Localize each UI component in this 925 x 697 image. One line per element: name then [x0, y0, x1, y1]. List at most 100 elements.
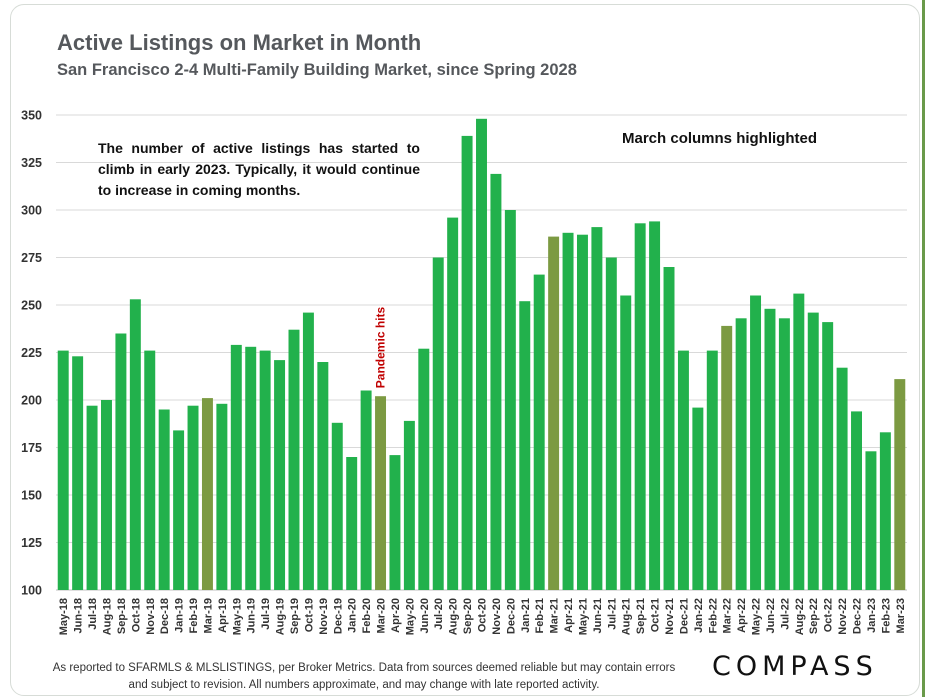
bar	[432, 257, 444, 590]
x-tick-label: Apr-20	[390, 598, 402, 633]
x-tick-label: Oct-22	[823, 598, 835, 632]
x-tick-label: Apr-22	[736, 598, 748, 633]
x-tick-label: Feb-22	[707, 598, 719, 633]
bar	[144, 350, 156, 590]
bar-highlighted	[894, 379, 906, 590]
bar	[649, 221, 661, 590]
x-tick-label: Oct-19	[303, 598, 315, 632]
annotations: Pandemic hits	[374, 307, 388, 389]
x-tick-label: Mar-19	[202, 598, 214, 633]
bar	[836, 367, 848, 590]
y-tick-label: 225	[21, 346, 42, 360]
bar	[634, 223, 646, 591]
bars	[57, 118, 906, 591]
x-tick-label: Aug-22	[794, 598, 806, 635]
x-tick-label: May-22	[751, 598, 763, 635]
x-tick-label: Jun-20	[419, 598, 431, 633]
bar	[620, 295, 632, 590]
pandemic-annotation: Pandemic hits	[374, 307, 388, 389]
x-tick-label: Sep-22	[808, 598, 820, 634]
x-tick-label: Jan-23	[866, 598, 878, 633]
x-tick-label: Jul-20	[433, 598, 445, 630]
x-tick-label: May-19	[231, 598, 243, 635]
x-tick-label: Sep-18	[116, 598, 128, 634]
x-tick-label: May-18	[58, 598, 70, 635]
bar	[778, 318, 790, 590]
bar	[389, 455, 401, 590]
bar	[86, 405, 98, 590]
bar	[216, 403, 228, 590]
bar	[245, 346, 257, 590]
x-tick-label: Mar-23	[895, 598, 907, 633]
x-tick-label: Feb-23	[880, 598, 892, 633]
bar	[461, 135, 473, 590]
x-tick-label: Feb-20	[361, 598, 373, 633]
bar	[807, 312, 819, 590]
x-tick-label: Nov-20	[491, 598, 503, 635]
x-tick-label: Nov-18	[145, 598, 157, 635]
bar	[158, 409, 170, 590]
x-tick-label: Dec-21	[678, 598, 690, 634]
edge-bar	[922, 0, 925, 697]
bar-highlighted	[375, 396, 387, 590]
y-tick-label: 150	[21, 489, 42, 503]
y-tick-label: 100	[21, 584, 42, 598]
y-tick-label: 325	[21, 156, 42, 170]
x-tick-label: Sep-19	[289, 598, 301, 634]
bar	[288, 329, 300, 590]
x-tick-label: Apr-21	[563, 598, 575, 633]
x-axis-ticks: May-18 Jun-18 Jul-18 Aug-18 Sep-18 Oct-18 Nov-…	[58, 598, 907, 635]
x-tick-label: Aug-18	[101, 598, 113, 635]
bar	[692, 407, 704, 590]
bar	[879, 432, 891, 590]
brand-logo: COMPASS	[712, 651, 878, 682]
y-tick-label: 275	[21, 251, 42, 265]
bar	[476, 118, 487, 591]
bar	[490, 173, 502, 590]
x-tick-label: Nov-22	[837, 598, 849, 635]
bar	[403, 420, 415, 590]
bar-highlighted	[201, 398, 213, 590]
x-tick-label: Sep-21	[635, 598, 647, 634]
x-tick-label: Jun-19	[246, 598, 258, 633]
bar	[591, 227, 603, 590]
x-tick-label: Mar-22	[722, 598, 734, 633]
x-tick-label: Nov-21	[664, 598, 676, 635]
bar	[173, 430, 185, 590]
source-footnote: As reported to SFARMLS & MLSLISTINGS, pe…	[52, 662, 676, 691]
bar	[346, 457, 358, 590]
x-tick-label: Jan-19	[174, 598, 186, 633]
bar-highlighted	[721, 325, 733, 590]
x-tick-label: Dec-20	[505, 598, 517, 634]
legend-note: March columns highlighted	[622, 130, 818, 147]
x-tick-label: Jun-18	[73, 598, 85, 633]
x-tick-label: Jul-22	[779, 598, 791, 630]
x-tick-label: Dec-18	[159, 598, 171, 634]
x-tick-label: Oct-21	[650, 598, 662, 632]
bar	[706, 350, 718, 590]
bar	[331, 422, 343, 590]
x-tick-label: Jul-19	[260, 598, 272, 630]
y-tick-label: 300	[21, 204, 42, 218]
x-tick-label: May-21	[577, 598, 589, 635]
x-tick-label: Aug-20	[448, 598, 460, 635]
x-tick-label: Jan-22	[693, 598, 705, 633]
x-tick-label: Jan-21	[520, 598, 532, 633]
y-tick-label: 350	[21, 109, 42, 123]
y-axis-ticks: 100 125 150 175 200 225 250 275 300 325 350	[21, 109, 42, 598]
bar	[663, 267, 675, 590]
x-tick-label: Feb-21	[534, 598, 546, 633]
x-tick-label: Dec-19	[332, 598, 344, 634]
bar	[576, 234, 588, 590]
bar-highlighted	[548, 236, 560, 590]
bar	[317, 362, 329, 590]
bar	[735, 318, 747, 590]
x-tick-label: Mar-21	[549, 598, 561, 633]
bar	[504, 210, 516, 590]
bar	[129, 299, 141, 590]
bar	[750, 295, 762, 590]
y-tick-label: 175	[21, 441, 42, 455]
x-tick-label: Sep-20	[462, 598, 474, 634]
bar	[187, 405, 199, 590]
